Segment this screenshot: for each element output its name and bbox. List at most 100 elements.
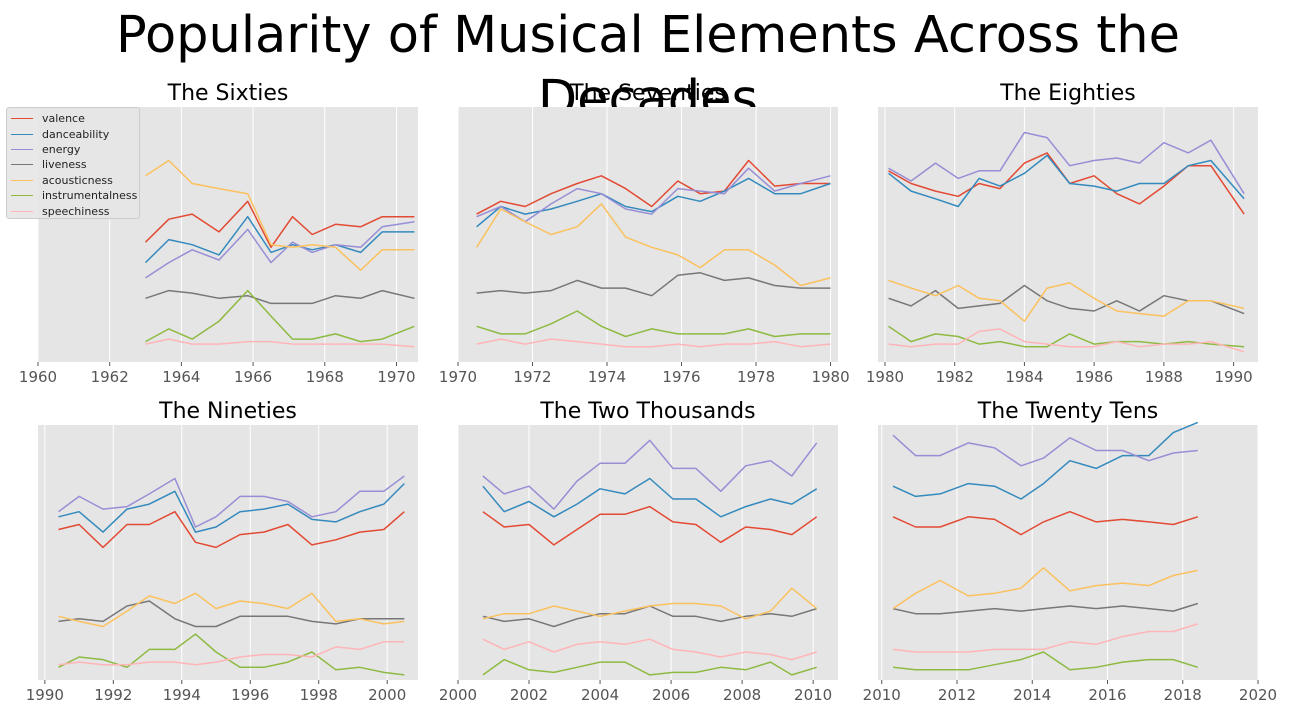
series-line-danceability — [144, 215, 415, 264]
x-tick-label: 1964 — [162, 368, 200, 386]
series-line-instrumentalness — [482, 658, 817, 676]
legend-label: liveness — [42, 158, 87, 172]
plot-area — [458, 107, 838, 362]
panel-5: 2000 2002 2004 2006 2008 2010 The Two Thousand… — [439, 399, 838, 704]
legend-item-valence: valence — [11, 111, 139, 126]
series-line-valence — [476, 159, 831, 215]
x-tick-label: 1970 — [377, 368, 415, 386]
series-line-speechiness — [476, 338, 831, 348]
panel-title: The Nineties — [158, 399, 297, 424]
panel-title: The Two Thousands — [539, 399, 755, 424]
x-tick-label: 1962 — [91, 368, 129, 386]
x-tick-label: 2002 — [510, 686, 548, 704]
x-tick-label: 1966 — [234, 368, 272, 386]
x-tick-label: 1970 — [439, 368, 477, 386]
x-tick-label: 1988 — [1145, 368, 1183, 386]
x-tick-label: 2006 — [652, 686, 690, 704]
panel-title: The Seventies — [569, 81, 726, 106]
series-line-liveness — [888, 284, 1245, 315]
series-line-instrumentalness — [145, 289, 415, 343]
series-line-valence — [888, 152, 1245, 215]
series-line-liveness — [476, 272, 831, 297]
series-line-instrumentalness — [888, 325, 1245, 348]
series-line-speechiness — [58, 641, 405, 666]
legend-label: danceability — [42, 127, 110, 141]
x-tick-label: 1990 — [1215, 368, 1253, 386]
series-line-energy — [482, 439, 818, 510]
x-tick-label: 2010 — [794, 686, 832, 704]
legend-swatch — [11, 210, 33, 212]
legend-item-acousticness: acousticness — [11, 173, 139, 188]
panel-title: The Sixties — [167, 81, 289, 106]
x-tick-label: 1974 — [588, 368, 626, 386]
x-tick-label: 1990 — [26, 686, 64, 704]
x-tick-label: 1980 — [866, 368, 904, 386]
x-tick-label: 2016 — [1088, 686, 1126, 704]
x-tick-label: 1980 — [811, 368, 849, 386]
x-tick-label: 1972 — [513, 368, 551, 386]
series-line-danceability — [58, 483, 405, 533]
legend-swatch — [11, 164, 33, 166]
series-line-valence — [482, 505, 818, 546]
x-tick-label: 1996 — [231, 686, 269, 704]
legend-item-speechiness: speechiness — [11, 203, 139, 218]
series-line-speechiness — [892, 623, 1199, 653]
series-line-danceability — [482, 477, 818, 518]
x-tick-label: 2000 — [439, 686, 477, 704]
x-tick-label: 2020 — [1239, 686, 1277, 704]
panel-3: 1980 1982 1984 1986 1988 1990 The Eighties — [866, 81, 1258, 386]
x-tick-label: 2004 — [581, 686, 619, 704]
series-line-valence — [58, 510, 405, 549]
series-line-acousticness — [145, 159, 415, 271]
panel-2: 1970 1972 1974 1976 1978 1980 The Seventies — [439, 81, 850, 386]
x-tick-label: 1998 — [300, 686, 338, 704]
x-tick-label: 2010 — [863, 686, 901, 704]
panel-title: The Twenty Tens — [977, 399, 1158, 424]
x-tick-label: 2018 — [1164, 686, 1202, 704]
panel-6: 2010 2012 2014 2016 2018 2020 The Twenty Tens — [863, 399, 1277, 704]
legend-swatch — [11, 179, 33, 181]
legend-label: speechiness — [42, 204, 110, 218]
legend: valence danceability energy liveness acousti… — [6, 107, 140, 219]
series-line-energy — [145, 221, 415, 279]
series-line-acousticness — [475, 203, 831, 287]
panel-title: The Eighties — [999, 81, 1136, 106]
series-line-energy — [476, 167, 831, 223]
legend-swatch — [11, 195, 33, 197]
series-line-energy — [58, 475, 405, 528]
series-line-danceability — [476, 177, 831, 228]
series-line-instrumentalness — [892, 651, 1199, 671]
legend-item-danceability: danceability — [11, 126, 139, 141]
series-line-valence — [144, 200, 415, 249]
series-line-acousticness — [888, 279, 1245, 322]
x-tick-label: 1976 — [662, 368, 700, 386]
series-line-liveness — [145, 289, 415, 305]
legend-swatch — [11, 133, 33, 135]
legend-swatch — [11, 118, 33, 120]
series-line-speechiness — [888, 328, 1245, 353]
series-line-speechiness — [482, 638, 817, 661]
legend-item-energy: energy — [11, 142, 139, 157]
series-line-energy — [892, 434, 1198, 467]
x-tick-label: 1992 — [94, 686, 132, 704]
legend-label: energy — [42, 142, 81, 156]
series-line-valence — [892, 510, 1199, 536]
legend-swatch — [11, 148, 33, 150]
series-line-instrumentalness — [476, 310, 831, 338]
series-line-danceability — [888, 154, 1245, 208]
series-line-liveness — [892, 602, 1199, 615]
x-tick-label: 1960 — [19, 368, 57, 386]
x-tick-label: 2008 — [723, 686, 761, 704]
x-tick-label: 1986 — [1075, 368, 1113, 386]
legend-item-instrumentalness: instrumentalness — [11, 188, 139, 203]
x-tick-label: 1994 — [163, 686, 201, 704]
x-tick-label: 1984 — [1005, 368, 1043, 386]
legend-item-liveness: liveness — [11, 157, 139, 172]
series-line-liveness — [58, 600, 405, 628]
panel-4: 1990 1992 1994 1996 1998 2000 The Nineties — [26, 399, 418, 704]
x-tick-label: 1982 — [936, 368, 974, 386]
x-tick-label: 2012 — [938, 686, 976, 704]
plot-area — [878, 425, 1258, 680]
series-line-danceability — [892, 421, 1199, 500]
